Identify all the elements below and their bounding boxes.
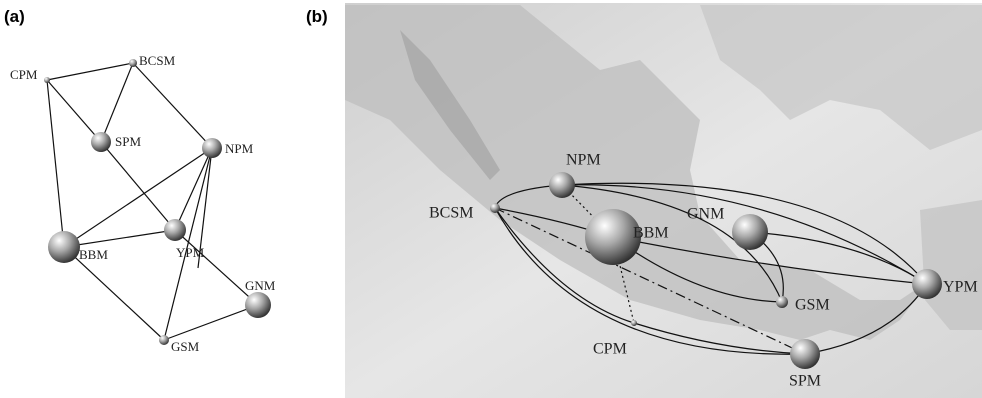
node — [48, 231, 80, 263]
edge — [47, 80, 64, 247]
edge — [175, 230, 258, 305]
node-label: BCSM — [139, 53, 176, 68]
edge — [101, 63, 133, 142]
node — [44, 77, 50, 83]
edge — [164, 305, 258, 340]
node — [159, 335, 169, 345]
node-label: NPM — [566, 152, 601, 169]
node-label: GSM — [171, 339, 200, 354]
node — [490, 203, 500, 213]
node — [129, 59, 137, 67]
edge — [101, 142, 175, 230]
figure: (a) CPM B — [0, 0, 982, 398]
node-label: GSM — [795, 297, 830, 314]
panel-label: (b) — [306, 7, 328, 26]
node — [912, 269, 942, 299]
node — [631, 320, 637, 326]
edges — [47, 63, 258, 340]
panel-a: (a) CPM B — [4, 7, 276, 354]
node-label: BBM — [633, 225, 669, 242]
node-label: NPM — [225, 141, 254, 156]
edge — [47, 63, 133, 80]
node-label: BCSM — [429, 205, 473, 222]
node — [164, 219, 186, 241]
node-label: CPM — [10, 67, 38, 82]
edge — [47, 80, 101, 142]
node-label: SPM — [115, 134, 141, 149]
node-label: YPM — [176, 245, 205, 260]
node-label: CPM — [593, 341, 627, 358]
node — [202, 138, 222, 158]
node-label: YPM — [943, 279, 978, 296]
node-label: BBM — [79, 247, 108, 262]
node — [776, 296, 788, 308]
panel-label: (a) — [4, 7, 25, 26]
node — [549, 172, 575, 198]
node-label: SPM — [789, 373, 821, 390]
node — [245, 292, 271, 318]
node — [91, 132, 111, 152]
node-labels: CPM BCSM SPM NPM BBM YPM GNM GSM — [10, 53, 276, 354]
node-label: GNM — [245, 278, 276, 293]
node — [732, 214, 768, 250]
panel-b: (b) — [306, 3, 982, 398]
edge — [133, 63, 212, 148]
edge — [64, 230, 175, 247]
node-label: GNM — [687, 206, 724, 223]
nodes — [44, 59, 271, 345]
node — [790, 339, 820, 369]
